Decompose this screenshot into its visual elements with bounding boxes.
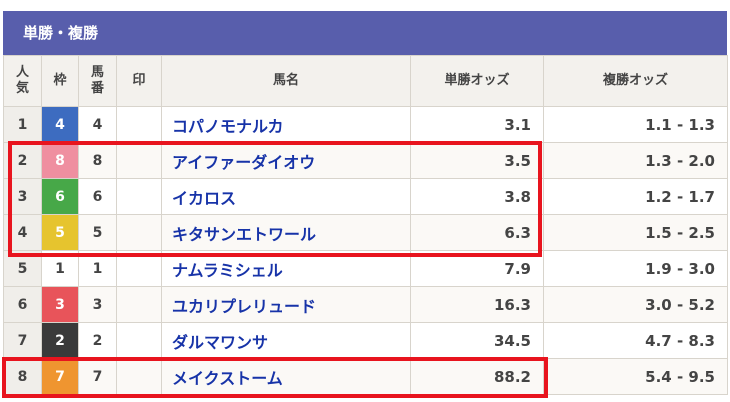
- win-odds-cell: 3.8: [410, 178, 544, 215]
- place-odds-cell: 1.5 - 2.5: [543, 214, 728, 251]
- mark-cell: [116, 322, 162, 359]
- popularity-cell: 3: [3, 178, 42, 215]
- header-mark: 印: [116, 55, 162, 107]
- win-odds-cell: 6.3: [410, 214, 544, 251]
- umaban-cell: 6: [78, 178, 117, 215]
- odds-table: 人 気 枠 馬 番 印 馬名 単勝オッズ 複勝オッズ 1 4 4 コパノモナルカ 3.1…: [3, 55, 728, 395]
- waku-cell: 4: [41, 106, 79, 143]
- waku-cell: 1: [41, 250, 79, 287]
- win-odds-cell: 3.5: [410, 142, 544, 179]
- table-row: 4 5 5 キタサンエトワール 6.3 1.5 - 2.5: [3, 214, 728, 251]
- horse-name-link[interactable]: ダルマワンサ: [161, 322, 411, 359]
- mark-cell: [116, 358, 162, 395]
- popularity-cell: 5: [3, 250, 42, 287]
- popularity-cell: 2: [3, 142, 42, 179]
- popularity-cell: 7: [3, 322, 42, 359]
- win-odds-cell: 34.5: [410, 322, 544, 359]
- mark-cell: [116, 142, 162, 179]
- umaban-cell: 8: [78, 142, 117, 179]
- header-waku: 枠: [41, 55, 79, 107]
- umaban-cell: 4: [78, 106, 117, 143]
- header-win-odds: 単勝オッズ: [410, 55, 544, 107]
- place-odds-cell: 1.1 - 1.3: [543, 106, 728, 143]
- waku-cell: 7: [41, 358, 79, 395]
- table-row: 7 2 2 ダルマワンサ 34.5 4.7 - 8.3: [3, 322, 728, 359]
- header-row: 人 気 枠 馬 番 印 馬名 単勝オッズ 複勝オッズ: [3, 55, 728, 107]
- table-row: 5 1 1 ナムラミシェル 7.9 1.9 - 3.0: [3, 250, 728, 287]
- umaban-cell: 2: [78, 322, 117, 359]
- header-popularity: 人 気: [3, 55, 42, 107]
- umaban-cell: 7: [78, 358, 117, 395]
- table-row: 2 8 8 アイファーダイオウ 3.5 1.3 - 2.0: [3, 142, 728, 179]
- win-odds-cell: 16.3: [410, 286, 544, 323]
- mark-cell: [116, 178, 162, 215]
- place-odds-cell: 1.2 - 1.7: [543, 178, 728, 215]
- table-row: 1 4 4 コパノモナルカ 3.1 1.1 - 1.3: [3, 106, 728, 143]
- place-odds-cell: 3.0 - 5.2: [543, 286, 728, 323]
- place-odds-cell: 4.7 - 8.3: [543, 322, 728, 359]
- mark-cell: [116, 250, 162, 287]
- waku-cell: 8: [41, 142, 79, 179]
- horse-name-link[interactable]: キタサンエトワール: [161, 214, 411, 251]
- mark-cell: [116, 214, 162, 251]
- popularity-cell: 1: [3, 106, 42, 143]
- table-row: 3 6 6 イカロス 3.8 1.2 - 1.7: [3, 178, 728, 215]
- table-row: 8 7 7 メイクストーム 88.2 5.4 - 9.5: [3, 358, 728, 395]
- header-umaban: 馬 番: [78, 55, 117, 107]
- horse-name-link[interactable]: イカロス: [161, 178, 411, 215]
- section-title: 単勝・複勝: [3, 11, 727, 55]
- header-name: 馬名: [161, 55, 411, 107]
- waku-cell: 5: [41, 214, 79, 251]
- waku-cell: 2: [41, 322, 79, 359]
- mark-cell: [116, 286, 162, 323]
- waku-cell: 3: [41, 286, 79, 323]
- mark-cell: [116, 106, 162, 143]
- umaban-cell: 1: [78, 250, 117, 287]
- win-odds-cell: 3.1: [410, 106, 544, 143]
- umaban-cell: 3: [78, 286, 117, 323]
- horse-name-link[interactable]: アイファーダイオウ: [161, 142, 411, 179]
- place-odds-cell: 5.4 - 9.5: [543, 358, 728, 395]
- header-place-odds: 複勝オッズ: [543, 55, 728, 107]
- popularity-cell: 4: [3, 214, 42, 251]
- horse-name-link[interactable]: コパノモナルカ: [161, 106, 411, 143]
- horse-name-link[interactable]: ユカリプレリュード: [161, 286, 411, 323]
- horse-name-link[interactable]: メイクストーム: [161, 358, 411, 395]
- win-odds-cell: 7.9: [410, 250, 544, 287]
- popularity-cell: 8: [3, 358, 42, 395]
- waku-cell: 6: [41, 178, 79, 215]
- place-odds-cell: 1.3 - 2.0: [543, 142, 728, 179]
- horse-name-link[interactable]: ナムラミシェル: [161, 250, 411, 287]
- umaban-cell: 5: [78, 214, 117, 251]
- popularity-cell: 6: [3, 286, 42, 323]
- place-odds-cell: 1.9 - 3.0: [543, 250, 728, 287]
- table-row: 6 3 3 ユカリプレリュード 16.3 3.0 - 5.2: [3, 286, 728, 323]
- win-odds-cell: 88.2: [410, 358, 544, 395]
